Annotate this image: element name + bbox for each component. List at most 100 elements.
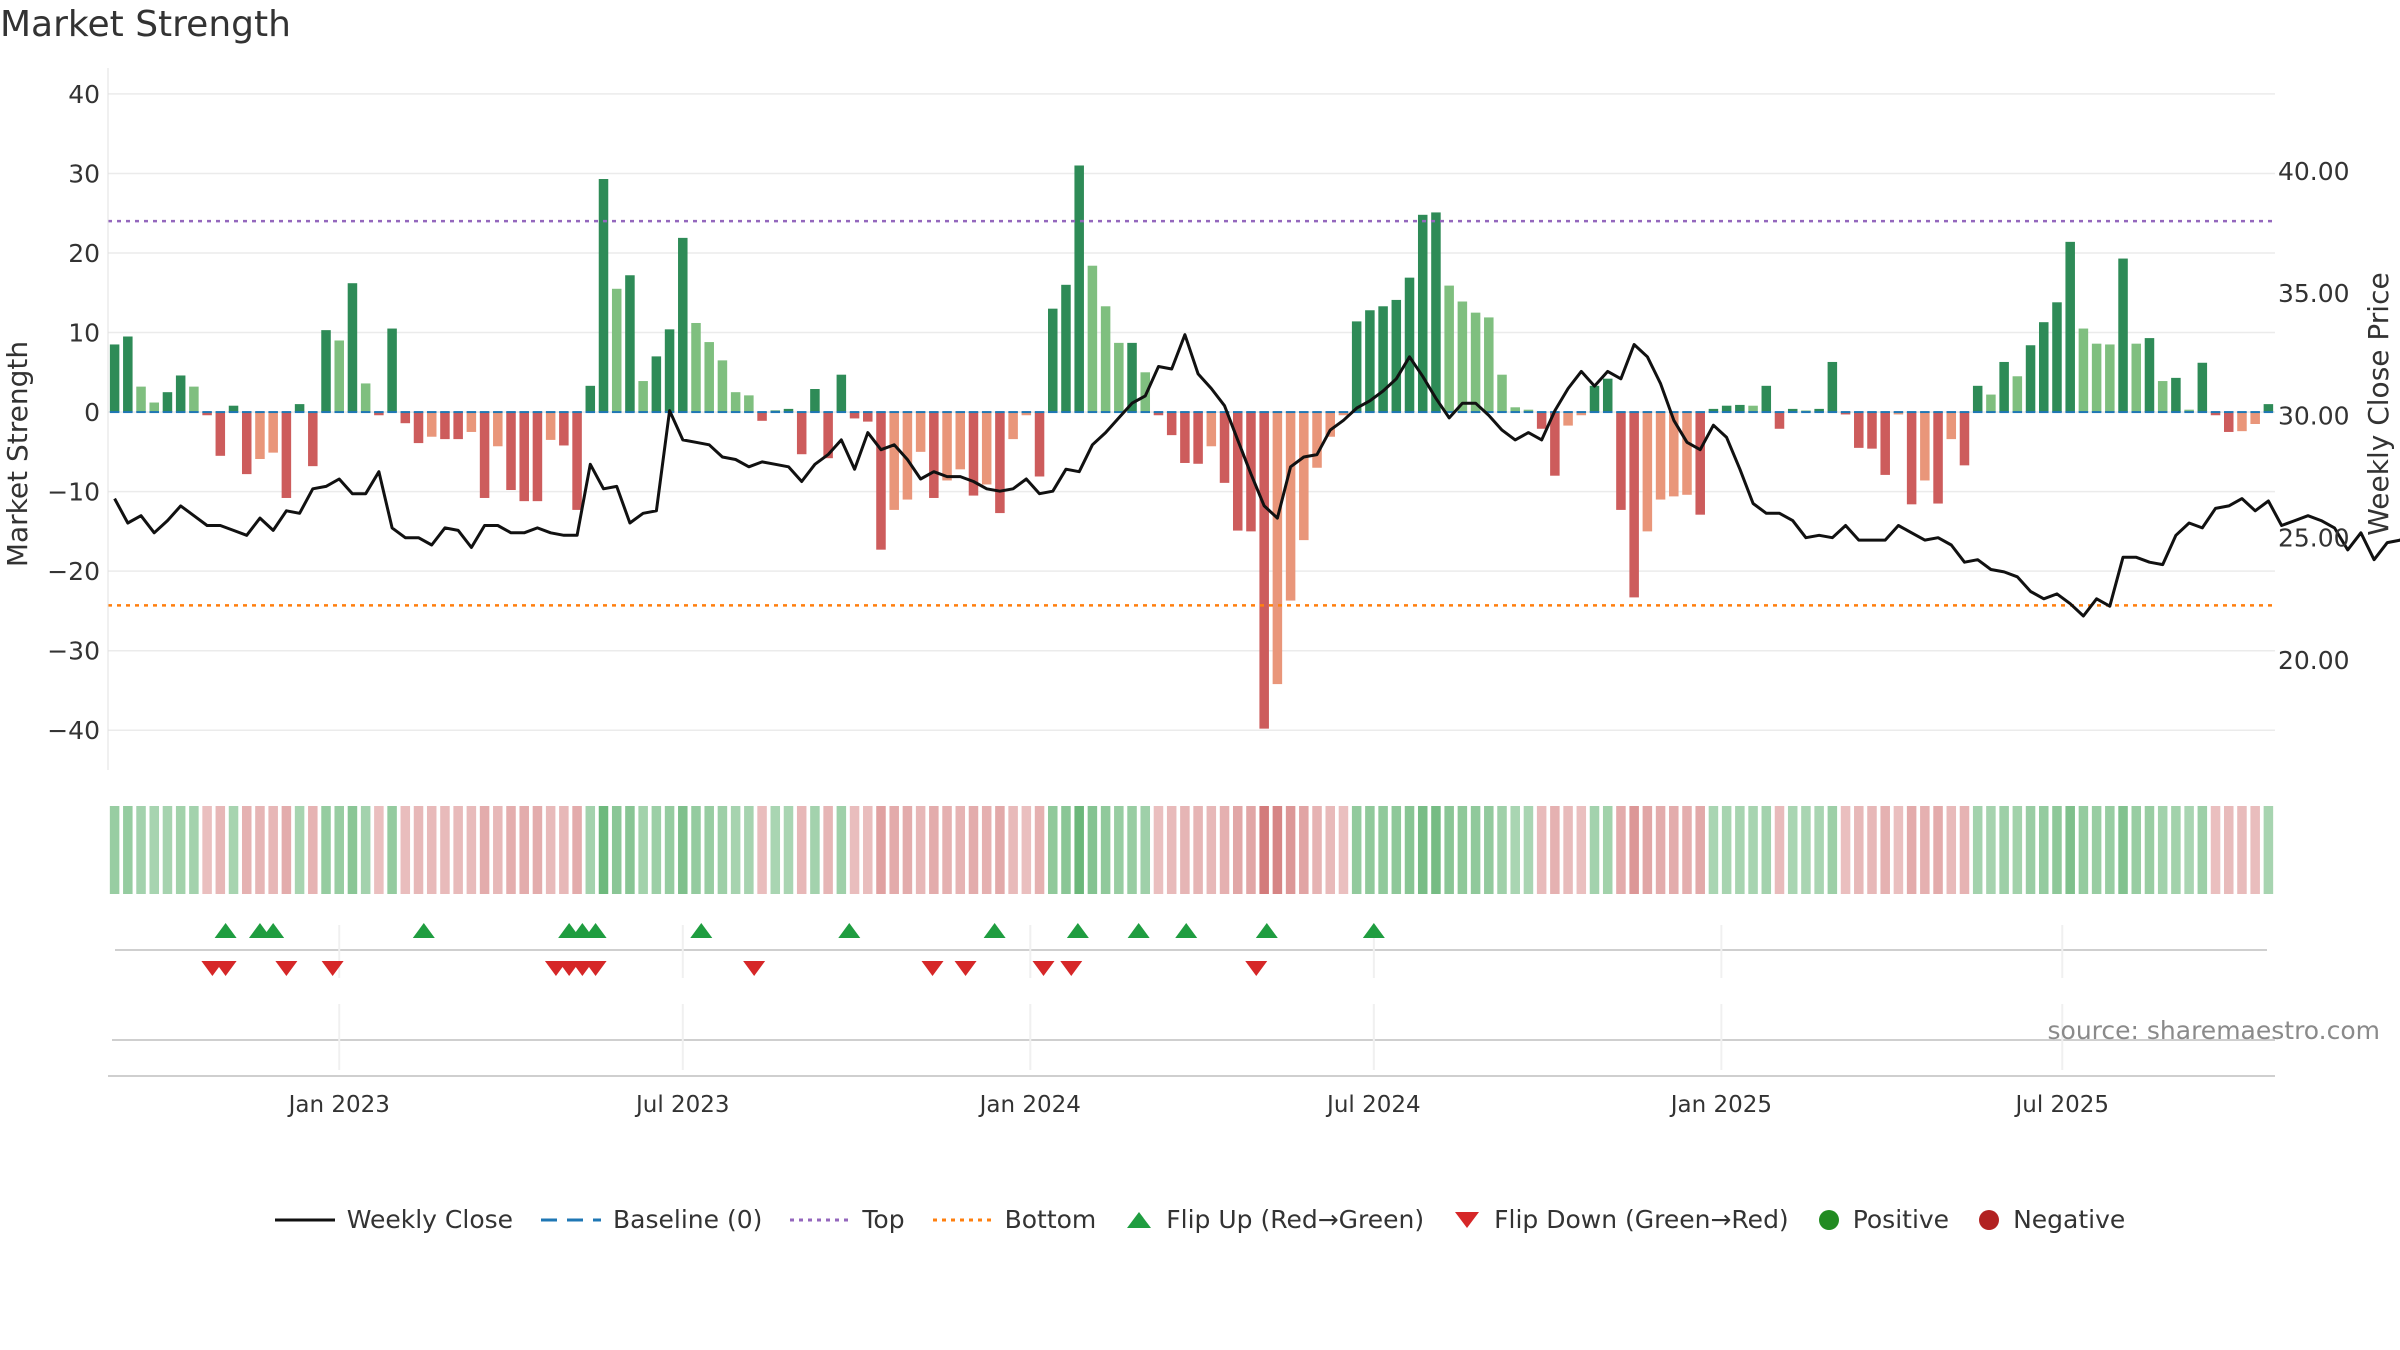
regime-cell [1854, 806, 1864, 894]
strength-bar [1180, 412, 1190, 463]
strength-bar [228, 405, 239, 413]
regime-cell [1642, 806, 1653, 894]
regime-cell [413, 806, 424, 894]
regime-strip [109, 806, 2274, 894]
regime-cell [1074, 806, 1084, 894]
regime-cell [400, 806, 411, 894]
regime-cell [889, 806, 899, 894]
legend: Weekly Close Baseline (0) Top Bottom Fli… [0, 1205, 2400, 1234]
legend-item-positive[interactable]: Positive [1817, 1205, 1949, 1234]
flip-markers-panel [112, 923, 2275, 1041]
strength-bar [1616, 412, 1626, 510]
strength-bar [453, 412, 463, 440]
strength-bar [1655, 412, 1666, 500]
legend-item-flip-up[interactable]: Flip Up (Red→Green) [1124, 1205, 1424, 1234]
regime-cell [2144, 806, 2155, 894]
strength-bar [1920, 412, 1930, 481]
legend-label-flip-up: Flip Up (Red→Green) [1166, 1205, 1425, 1234]
regime-cell [810, 806, 820, 894]
regime-cell [1114, 806, 1124, 894]
strength-bar [1933, 412, 1943, 504]
strength-bar [466, 412, 477, 432]
legend-item-bottom[interactable]: Bottom [932, 1205, 1096, 1234]
strength-bar [651, 356, 662, 413]
legend-label-flip-down: Flip Down (Green→Red) [1494, 1205, 1789, 1234]
regime-cell [1655, 806, 1666, 894]
y-tick-label: 30 [68, 159, 100, 188]
y2-tick-label: 35.00 [2278, 279, 2350, 308]
strength-bar [321, 330, 331, 413]
regime-cell [823, 806, 833, 894]
regime-cell [1959, 806, 1970, 894]
strength-bar [1404, 277, 1415, 413]
regime-cell [2250, 806, 2260, 894]
strength-bar [1906, 412, 1917, 505]
regime-cell [1827, 806, 1838, 894]
regime-cell [519, 806, 529, 894]
regime-cell [1536, 806, 1547, 894]
strength-bar [1312, 412, 1322, 468]
grid-lines [108, 93, 2275, 731]
regime-cell [1920, 806, 1930, 894]
regime-cell [241, 806, 252, 894]
regime-cell [625, 806, 635, 894]
regime-cell [1127, 806, 1137, 894]
strength-bar [1153, 412, 1164, 416]
x-tick-label: Jan 2024 [978, 1092, 1081, 1118]
legend-item-weekly-close[interactable]: Weekly Close [274, 1205, 514, 1234]
flip-down-marker [921, 961, 944, 976]
strength-bar [1048, 308, 1058, 413]
y2-tick-label: 20.00 [2278, 646, 2350, 675]
regime-cell [1338, 806, 1349, 894]
strength-bar [1669, 412, 1679, 497]
regime-cell [757, 806, 767, 894]
regime-cell [1048, 806, 1058, 894]
strength-bar [704, 342, 714, 413]
strength-bar [2210, 412, 2221, 416]
regime-cell [1761, 806, 1772, 894]
strength-bar [1787, 408, 1798, 413]
regime-cell [545, 806, 556, 894]
strength-bar [1999, 361, 2009, 413]
y-tick-label: 10 [68, 319, 100, 348]
regime-cell [1629, 806, 1639, 894]
legend-item-flip-down[interactable]: Flip Down (Green→Red) [1452, 1205, 1789, 1234]
strength-bar [1959, 412, 1970, 466]
legend-item-top[interactable]: Top [790, 1205, 905, 1234]
source-note: source: sharemaestro.com [2047, 1016, 2381, 1045]
regime-cell [717, 806, 728, 894]
regime-cell [1946, 806, 1957, 894]
flip-down-marker [321, 961, 344, 976]
legend-item-baseline[interactable]: Baseline (0) [541, 1205, 762, 1234]
regime-cell [1061, 806, 1071, 894]
strength-bar [2131, 343, 2142, 413]
regime-cell [955, 806, 966, 894]
strength-bar [506, 412, 516, 491]
regime-cell [2263, 806, 2274, 894]
x-tick-label: Jul 2023 [634, 1092, 730, 1118]
strength-bar [136, 386, 146, 413]
legend-label-weekly-close: Weekly Close [346, 1205, 514, 1234]
strength-bar [1840, 412, 1851, 415]
regime-cell [1801, 806, 1811, 894]
legend-line-icon [274, 1218, 335, 1221]
regime-cell [691, 806, 701, 894]
strength-bar [730, 392, 741, 413]
regime-cell [1299, 806, 1309, 894]
strength-bar [1444, 285, 1454, 413]
strength-bar [1193, 412, 1203, 464]
regime-cell [2131, 806, 2142, 894]
regime-cell [2171, 806, 2181, 894]
regime-cell [2052, 806, 2062, 894]
strength-bar [308, 412, 318, 467]
regime-cell [1695, 806, 1705, 894]
regime-cell [1021, 806, 1032, 894]
strength-bar [2012, 376, 2023, 413]
regime-cell [1259, 806, 1269, 894]
regime-cell [585, 806, 596, 894]
legend-item-negative[interactable]: Negative [1977, 1205, 2125, 1234]
regime-cell [1563, 806, 1573, 894]
regime-cell [598, 806, 609, 894]
flip-down-marker [743, 961, 766, 976]
regime-cell [1325, 806, 1335, 894]
